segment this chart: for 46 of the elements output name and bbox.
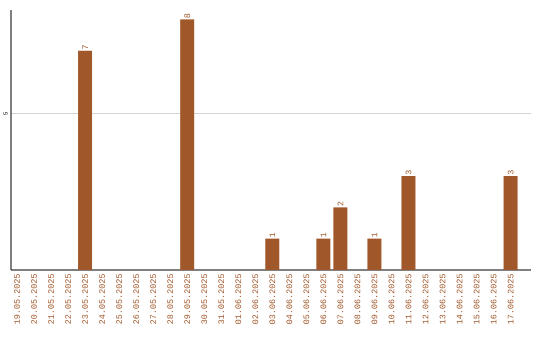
x-tick-label: 05.06.2025 <box>303 274 310 324</box>
x-tick-label: 17.06.2025 <box>508 274 514 324</box>
data-label: 1 <box>269 232 276 237</box>
x-tick-label: 16.06.2025 <box>490 274 496 324</box>
x-tick-label: 06.06.2025 <box>320 274 326 324</box>
x-tick-label: 04.06.2025 <box>286 274 292 324</box>
x-tick-label: 01.06.2025 <box>235 274 242 324</box>
data-label: 1 <box>320 232 326 237</box>
x-tick-label: 14.06.2025 <box>456 274 462 324</box>
x-tick-label: 29.05.2025 <box>184 274 190 324</box>
data-label: 1 <box>372 232 378 237</box>
x-tick-label: 08.06.2025 <box>354 274 360 324</box>
bar <box>78 50 92 270</box>
x-tick-label: 24.05.2025 <box>99 274 105 324</box>
data-label: 8 <box>184 14 190 18</box>
data-label: 7 <box>82 45 88 49</box>
x-tick-label: 22.05.2025 <box>65 274 71 324</box>
x-tick-label: 28.05.2025 <box>167 274 174 324</box>
x-tick-label: 02.06.2025 <box>252 274 258 324</box>
bar <box>265 238 280 270</box>
x-tick-label: 23.05.2025 <box>82 274 88 324</box>
x-tick-label: 10.06.2025 <box>388 274 394 324</box>
bar <box>401 176 416 270</box>
x-tick-label: 03.06.2025 <box>269 274 276 324</box>
x-tick-label: 13.06.2025 <box>440 274 446 324</box>
x-tick-label: 07.06.2025 <box>337 274 344 324</box>
bar <box>180 19 194 270</box>
x-tick-label: 26.05.2025 <box>133 274 139 324</box>
x-tick-label: 12.06.2025 <box>422 274 428 324</box>
x-tick-label: 31.05.2025 <box>218 274 224 324</box>
x-tick-label: 25.05.2025 <box>116 274 122 324</box>
x-tick-label: 20.05.2025 <box>31 274 37 324</box>
bar <box>367 238 382 270</box>
x-tick-label: 09.06.2025 <box>372 274 378 324</box>
x-tick-label: 19.05.2025 <box>14 274 20 324</box>
data-label: 3 <box>406 170 412 174</box>
x-tick-label: 11.06.2025 <box>406 274 412 324</box>
x-tick-label: 15.06.2025 <box>474 274 480 324</box>
bar <box>333 207 348 270</box>
x-tick-label: 30.05.2025 <box>201 274 208 324</box>
x-tick-label: 27.05.2025 <box>150 274 156 324</box>
bar <box>316 238 330 270</box>
data-label: 2 <box>338 202 344 206</box>
x-tick-label: 21.05.2025 <box>48 274 54 324</box>
bar <box>504 176 518 270</box>
data-label: 3 <box>508 170 514 174</box>
